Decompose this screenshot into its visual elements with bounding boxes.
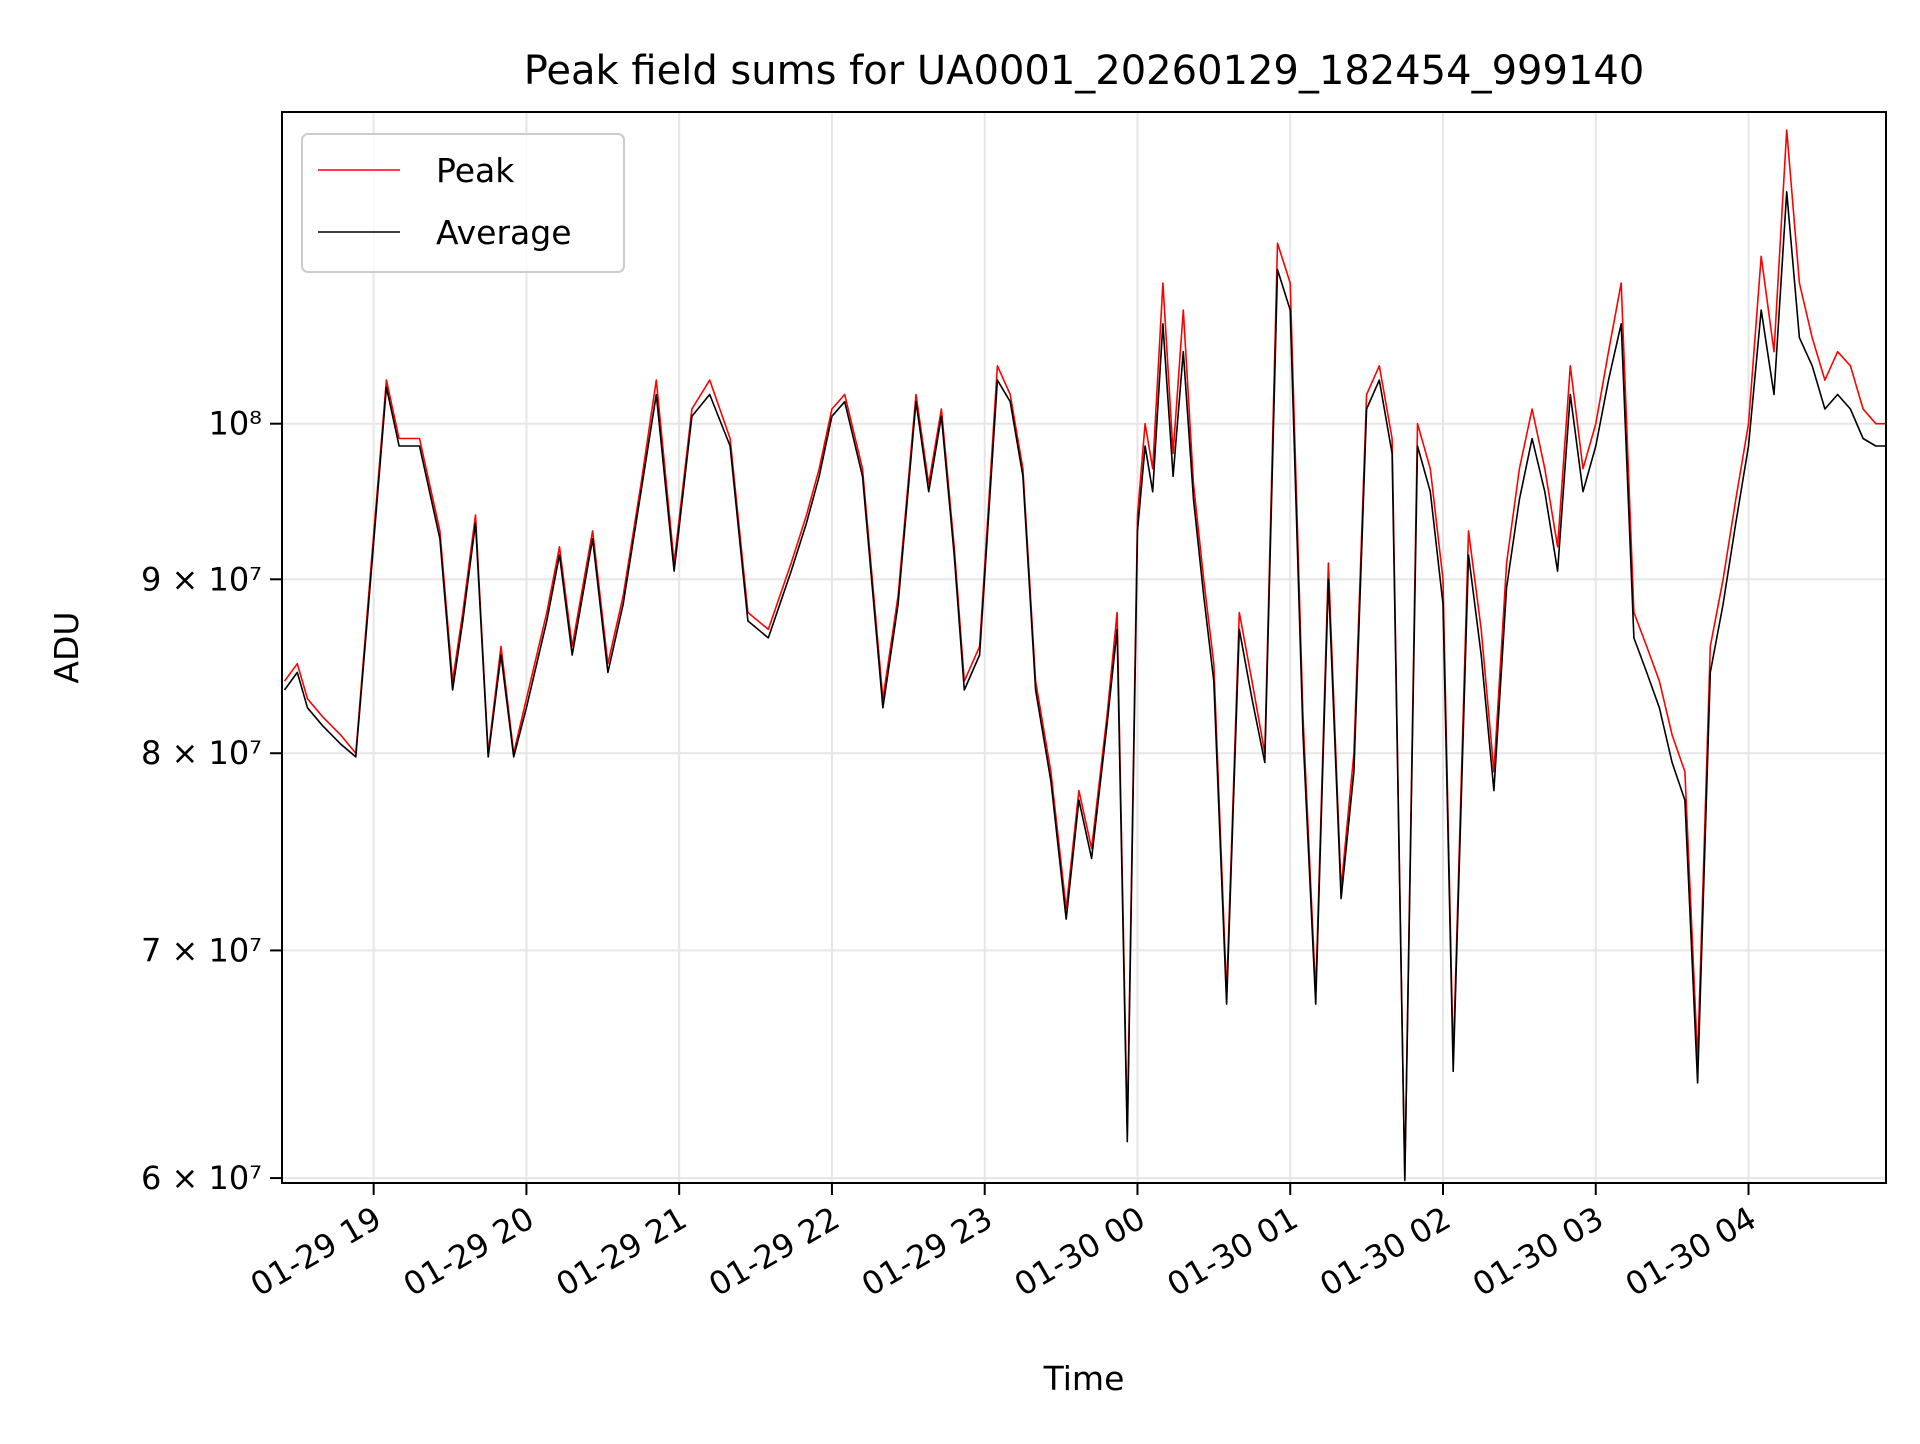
- y-axis-label: ADU: [47, 611, 86, 683]
- y-tick-label: 9 × 10⁷: [141, 560, 262, 598]
- y-tick-label: 6 × 10⁷: [141, 1159, 262, 1197]
- y-tick-label: 7 × 10⁷: [141, 931, 262, 969]
- x-axis-label: Time: [1043, 1359, 1125, 1398]
- series-line-peak: [283, 129, 1886, 1179]
- plot-area-frame: [281, 111, 1887, 1184]
- legend-label-average: Average: [436, 213, 572, 252]
- y-tick-label: 8 × 10⁷: [141, 734, 262, 772]
- chart-title: Peak field sums for UA0001_20260129_1824…: [524, 48, 1645, 94]
- legend-box: [301, 133, 625, 273]
- y-tick-label: 10⁸: [208, 405, 262, 443]
- series-lines: [283, 129, 1886, 1182]
- series-line-average: [283, 191, 1886, 1182]
- grid-lines: [282, 112, 1886, 1183]
- legend-label-peak: Peak: [436, 151, 515, 190]
- legend: Peak Average: [301, 133, 625, 273]
